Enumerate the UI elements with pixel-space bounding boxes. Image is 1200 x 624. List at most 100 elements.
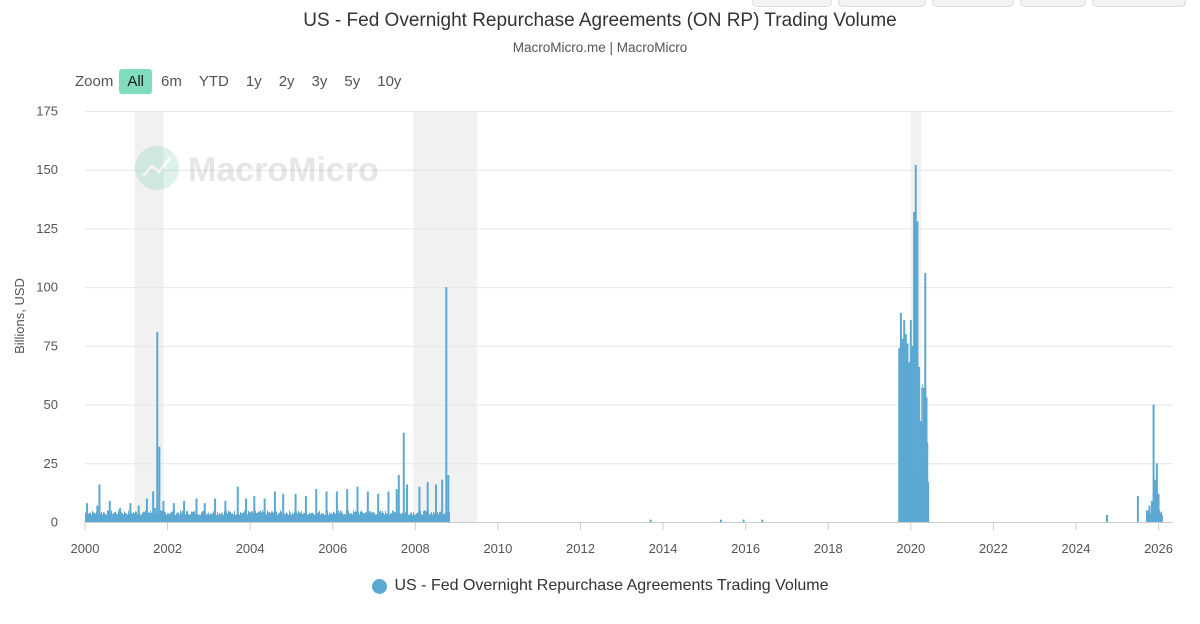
data-bar: [227, 513, 228, 522]
top-tab[interactable]: [932, 0, 1014, 7]
data-bar: [259, 511, 260, 522]
data-bar: [156, 331, 159, 522]
data-bar: [319, 510, 320, 522]
zoom-button-all[interactable]: All: [119, 69, 153, 94]
data-bar: [220, 514, 221, 522]
y-tick-label: 125: [36, 221, 58, 236]
data-bar: [207, 513, 208, 522]
data-bar: [226, 511, 227, 522]
data-bar: [303, 513, 304, 522]
data-bar: [114, 512, 115, 522]
data-bar: [230, 511, 231, 522]
watermark-chart-icon: [141, 157, 172, 178]
data-bar: [260, 510, 261, 522]
data-bar: [251, 510, 252, 522]
zoom-button-1y[interactable]: 1y: [245, 73, 262, 90]
data-bar: [171, 511, 172, 522]
data-bar: [349, 513, 350, 522]
data-bar: [154, 507, 157, 522]
data-bar: [180, 510, 181, 522]
data-bar: [310, 513, 311, 522]
data-bar: [925, 397, 928, 522]
zoom-button-6m[interactable]: 6m: [161, 73, 182, 90]
data-bar: [395, 512, 396, 522]
data-bar: [761, 519, 764, 522]
data-bar: [313, 513, 314, 522]
data-bar: [1155, 463, 1158, 522]
data-bar: [1152, 404, 1155, 522]
data-bar: [443, 514, 444, 522]
data-bar: [90, 512, 91, 522]
data-bar: [172, 503, 175, 522]
data-bar: [408, 514, 409, 522]
data-bar: [186, 511, 187, 522]
data-bar: [141, 514, 142, 522]
top-tab[interactable]: [1092, 0, 1186, 7]
data-bar: [243, 512, 244, 522]
data-bar: [449, 512, 450, 522]
data-bar: [420, 510, 421, 522]
data-bar: [277, 514, 278, 522]
data-bar: [291, 514, 292, 522]
data-bar: [240, 512, 241, 522]
x-tick-label: 2012: [566, 541, 595, 556]
top-tab[interactable]: [752, 0, 832, 7]
top-tab[interactable]: [1020, 0, 1086, 7]
data-bar: [304, 496, 307, 522]
zoom-button-5y[interactable]: 5y: [344, 73, 361, 90]
data-bar: [312, 512, 313, 522]
zoom-button-3y[interactable]: 3y: [311, 73, 328, 90]
data-bar: [132, 513, 133, 522]
data-bar: [447, 475, 450, 522]
data-bar: [149, 512, 150, 522]
data-bar: [128, 510, 129, 522]
data-bar: [108, 500, 111, 522]
data-bar: [429, 514, 430, 522]
data-bar: [422, 514, 423, 522]
data-bar: [115, 511, 116, 522]
data-bar: [242, 513, 243, 522]
data-bar: [332, 513, 333, 522]
data-bar: [286, 512, 287, 522]
data-bar: [414, 514, 415, 522]
data-bar: [244, 510, 245, 522]
zoom-button-2y[interactable]: 2y: [278, 73, 295, 90]
zoom-button-ytd[interactable]: YTD: [198, 73, 229, 90]
data-bar: [364, 513, 365, 522]
y-tick-label: 100: [36, 280, 58, 295]
data-bar: [423, 511, 424, 522]
data-bar: [899, 312, 902, 522]
data-bar: [131, 512, 132, 522]
data-bar: [343, 514, 344, 522]
data-bar: [285, 514, 286, 522]
data-bar: [266, 514, 267, 522]
data-bar: [129, 503, 132, 522]
data-bar: [239, 514, 240, 522]
x-tick-label: 2026: [1144, 541, 1173, 556]
data-bar: [914, 165, 917, 522]
legend-item[interactable]: US - Fed Overnight Repurchase Agreements…: [0, 577, 1200, 595]
data-bar: [437, 512, 438, 522]
data-bar: [148, 512, 149, 522]
data-bar: [1154, 479, 1157, 522]
data-bar: [392, 510, 393, 522]
x-tick-label: 2010: [483, 541, 512, 556]
data-bar: [406, 484, 409, 522]
data-bar: [137, 514, 138, 522]
data-bar: [386, 513, 387, 522]
data-bar: [263, 498, 266, 522]
zoom-button-10y[interactable]: 10y: [377, 73, 402, 90]
data-bar: [198, 514, 199, 522]
data-bar: [135, 511, 136, 522]
data-bar: [322, 513, 323, 522]
data-bar: [329, 512, 330, 522]
data-bar: [119, 507, 122, 522]
data-bar: [199, 514, 200, 522]
data-bar: [1145, 510, 1148, 522]
x-tick-label: 2002: [153, 541, 182, 556]
data-bar: [433, 511, 434, 522]
top-tab[interactable]: [838, 0, 926, 7]
data-bar: [1149, 513, 1151, 522]
data-bar: [1159, 512, 1162, 522]
